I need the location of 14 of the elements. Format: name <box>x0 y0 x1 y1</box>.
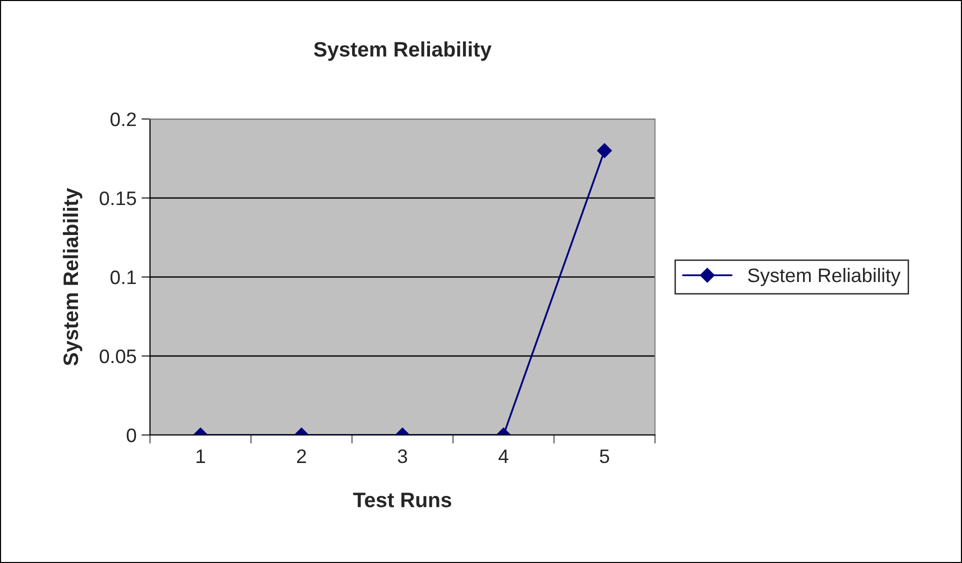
y-tick-label: 0.05 <box>100 349 136 364</box>
x-tick-label: 5 <box>600 450 610 464</box>
y-tick-label: 0 <box>126 428 136 442</box>
y-axis-title: System Reliability <box>62 188 82 366</box>
y-tick-label: 0.15 <box>100 191 136 206</box>
x-tick-label: 1 <box>196 450 205 463</box>
x-axis-title: Test Runs <box>353 492 452 508</box>
x-tick-label: 2 <box>297 449 306 463</box>
chart-title: System Reliability <box>314 41 492 61</box>
legend-label: System Reliability <box>748 268 901 286</box>
y-tick-label: 0.2 <box>110 112 136 126</box>
x-tick-label: 4 <box>498 450 508 463</box>
y-tick-label: 0.1 <box>110 270 136 284</box>
x-tick-label: 3 <box>398 449 408 464</box>
